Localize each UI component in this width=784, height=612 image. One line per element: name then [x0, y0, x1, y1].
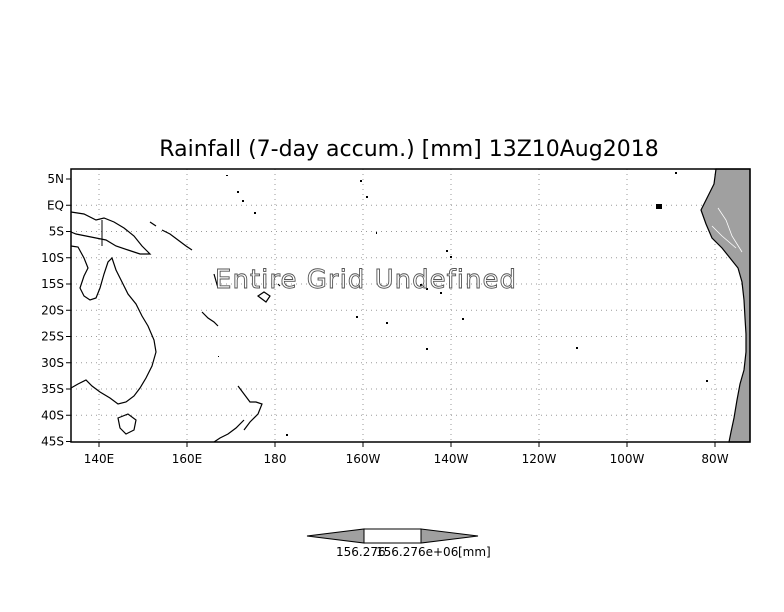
y-tick-label: 5S [49, 225, 64, 239]
colorbar-left-arrow [306, 528, 365, 544]
y-axis-ticks: 5N EQ 5S 10S 15S 20S 25S 30S 35S 40S 45S [41, 172, 71, 449]
colorbar-label-left: 156.276 [336, 545, 386, 559]
x-tick-label: 140W [434, 452, 469, 466]
y-tick-label: 45S [41, 435, 64, 449]
map-frame [70, 168, 751, 443]
colorbar: 156.276 156.276e+06 [mm] [306, 528, 491, 559]
colorbar-right-arrow [420, 528, 479, 544]
y-tick-label: 30S [41, 356, 64, 370]
gridlines [71, 169, 750, 442]
tasmania-coastline [117, 413, 137, 435]
y-tick-label: 40S [41, 408, 64, 422]
colorbar-unit: [mm] [458, 545, 491, 559]
new-zealand-south-island [213, 419, 245, 443]
x-tick-label: 180 [264, 452, 287, 466]
x-tick-label: 140E [84, 452, 115, 466]
colorbar-label-mid: 156.276e+06 [376, 545, 458, 559]
x-tick-label: 80W [701, 452, 728, 466]
map-title: Rainfall (7-day accum.) [mm] 13Z10Aug201… [159, 137, 658, 162]
y-tick-label: 15S [41, 277, 64, 291]
south-america-land [700, 168, 751, 443]
y-tick-label: 25S [41, 330, 64, 344]
undefined-grid-message: Entire Grid Undefined [215, 265, 517, 295]
y-tick-label: EQ [47, 198, 64, 212]
colorbar-middle-box [363, 528, 422, 544]
x-tick-label: 100W [610, 452, 645, 466]
x-tick-label: 160W [346, 452, 381, 466]
australia-coastline [70, 245, 157, 405]
y-tick-label: 20S [41, 303, 64, 317]
x-axis-ticks: 140E 160E 180 160W 140W 120W 100W 80W [84, 442, 729, 466]
andes-outline [711, 207, 743, 253]
melanesia-islands [149, 221, 281, 327]
pacific-islands [218, 172, 708, 436]
x-tick-label: 120W [522, 452, 557, 466]
new-zealand-north-island [237, 385, 263, 431]
map-plot-area: 140E 160E 180 160W 140W 120W 100W 80W 5N EQ 5S 10S… [41, 168, 751, 466]
new-guinea-coastline [70, 211, 152, 255]
y-tick-label: 5N [47, 172, 64, 186]
y-tick-label: 35S [41, 382, 64, 396]
x-tick-label: 160E [172, 452, 203, 466]
y-tick-label: 10S [41, 251, 64, 265]
